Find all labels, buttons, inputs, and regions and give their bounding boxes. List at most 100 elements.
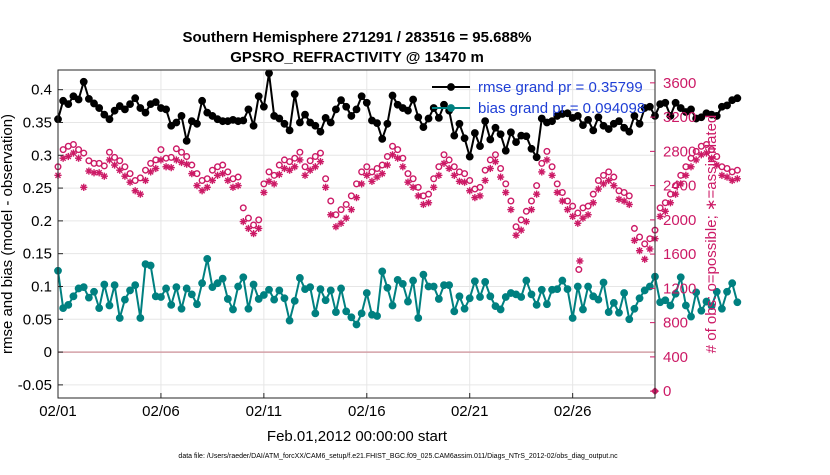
possible-count-mark [286, 158, 294, 166]
assimilated-count-mark [661, 207, 669, 215]
assimilated-count-mark [471, 194, 479, 202]
bias-series-point [553, 285, 562, 294]
possible-count-mark [59, 146, 67, 154]
assimilated-count-mark [610, 182, 618, 190]
bias-series-point [625, 315, 634, 324]
bias-series-point [522, 276, 531, 285]
bias-series-point [445, 281, 454, 290]
rmse-series-point [126, 100, 134, 109]
assimilated-count-mark [460, 178, 469, 186]
rmse-series-point [121, 105, 129, 114]
possible-count-mark [255, 216, 263, 224]
possible-count-mark [491, 151, 499, 159]
x-axis: 02/01 02/06 02/11 02/16 02/21 02/26 [39, 393, 591, 420]
legend-marker [447, 83, 455, 91]
possible-count-mark [527, 197, 535, 205]
bias-series-point [414, 314, 423, 322]
assimilated-count-mark [347, 205, 355, 214]
bias-series-point [90, 287, 98, 296]
rmse-series-point [244, 105, 253, 114]
assimilated-count-mark [131, 187, 139, 195]
assimilated-count-mark [306, 166, 314, 174]
possible-count-mark [322, 175, 330, 183]
possible-count-mark [80, 149, 88, 157]
possible-count-mark [733, 166, 741, 174]
possible-count-mark [296, 148, 304, 156]
bias-series-point [280, 294, 289, 303]
rmse-series-point [285, 126, 294, 135]
y-axis-label-left: rmse and bias (model - observation) [0, 114, 16, 354]
assimilated-count-mark [342, 214, 350, 222]
rmse-series-point [424, 114, 433, 123]
assimilated-count-mark [167, 164, 175, 172]
possible-count-mark [497, 164, 505, 172]
rmse-series-point [465, 152, 474, 161]
assimilated-count-mark [543, 156, 551, 164]
assimilated-count-mark [64, 152, 72, 161]
rmse-series-point [383, 119, 392, 128]
y-left-tick-label: 0 [44, 344, 52, 361]
bias-series-point [157, 293, 165, 301]
assimilated-count-mark [450, 171, 458, 179]
possible-count-mark [553, 180, 561, 188]
assimilated-count-mark [641, 255, 649, 263]
possible-count-mark [409, 175, 417, 183]
possible-count-mark [394, 146, 402, 154]
possible-count-mark [708, 146, 716, 154]
y-right-tick-label: 2800 [663, 143, 696, 160]
possible-count-mark [610, 173, 618, 181]
possible-count-mark [548, 163, 556, 171]
bias-series-point [573, 282, 582, 291]
possible-count-mark [265, 168, 273, 176]
y-left-tick-label: 0.4 [31, 82, 52, 99]
bias-series-point [295, 274, 304, 282]
bias-series-point [728, 279, 737, 288]
bias-series-point [146, 261, 155, 270]
bias-series-point [419, 270, 428, 279]
y-right-tick-label: 1200 [663, 280, 696, 297]
assimilated-count-mark [723, 173, 731, 181]
assimilated-count-mark [234, 182, 242, 190]
assimilated-count-mark [646, 245, 654, 253]
legend: rmse grand pr = 0.35799 bias grand pr = 0… [432, 79, 645, 117]
rmse-series-point [342, 102, 351, 111]
bias-series-point [373, 312, 381, 320]
rmse-series-point [589, 126, 598, 135]
assimilated-count-mark [399, 163, 407, 171]
rmse-series-point [388, 91, 397, 100]
possible-count-mark [389, 142, 397, 150]
x-tick-label: 02/21 [451, 403, 489, 420]
rmse-series-point [141, 108, 150, 117]
possible-count-mark [239, 204, 247, 212]
assimilated-count-mark [594, 185, 602, 193]
bias-series-point [362, 289, 371, 297]
rmse-series-point [290, 90, 299, 99]
assimilated-count-mark [332, 223, 340, 231]
bias-series-point [64, 300, 73, 309]
possible-count-mark [445, 156, 453, 164]
possible-count-mark [600, 171, 608, 179]
possible-count-mark [172, 145, 180, 153]
chart-subtitle: GPSRO_REFRACTIVITY @ 13470 m [230, 49, 484, 66]
assimilated-count-mark [219, 170, 227, 178]
bias-series-point [465, 294, 474, 303]
rmse-series-point [687, 105, 695, 114]
rmse-series-point [470, 129, 479, 137]
possible-count-mark [512, 223, 520, 231]
rmse-series-point [378, 134, 387, 143]
possible-count-mark [105, 148, 113, 156]
y-axis-left: -0.05 0 0.05 0.1 0.15 0.2 0.25 0.3 0.35 0.4 [18, 82, 63, 394]
assimilated-count-mark [491, 158, 500, 166]
assimilated-count-mark [404, 178, 412, 186]
assimilated-count-mark [358, 180, 366, 188]
bias-series-point [136, 314, 145, 322]
rmse-series-point [337, 96, 345, 105]
bias-series-point [481, 277, 490, 286]
bias-series-point [388, 301, 397, 310]
rmse-series-point [131, 94, 140, 103]
bias-series-point [404, 297, 412, 306]
assimilated-count-mark [291, 163, 299, 171]
rmse-series-point [357, 92, 366, 101]
bias-series-point [620, 289, 629, 297]
plot-frame [57, 69, 656, 399]
